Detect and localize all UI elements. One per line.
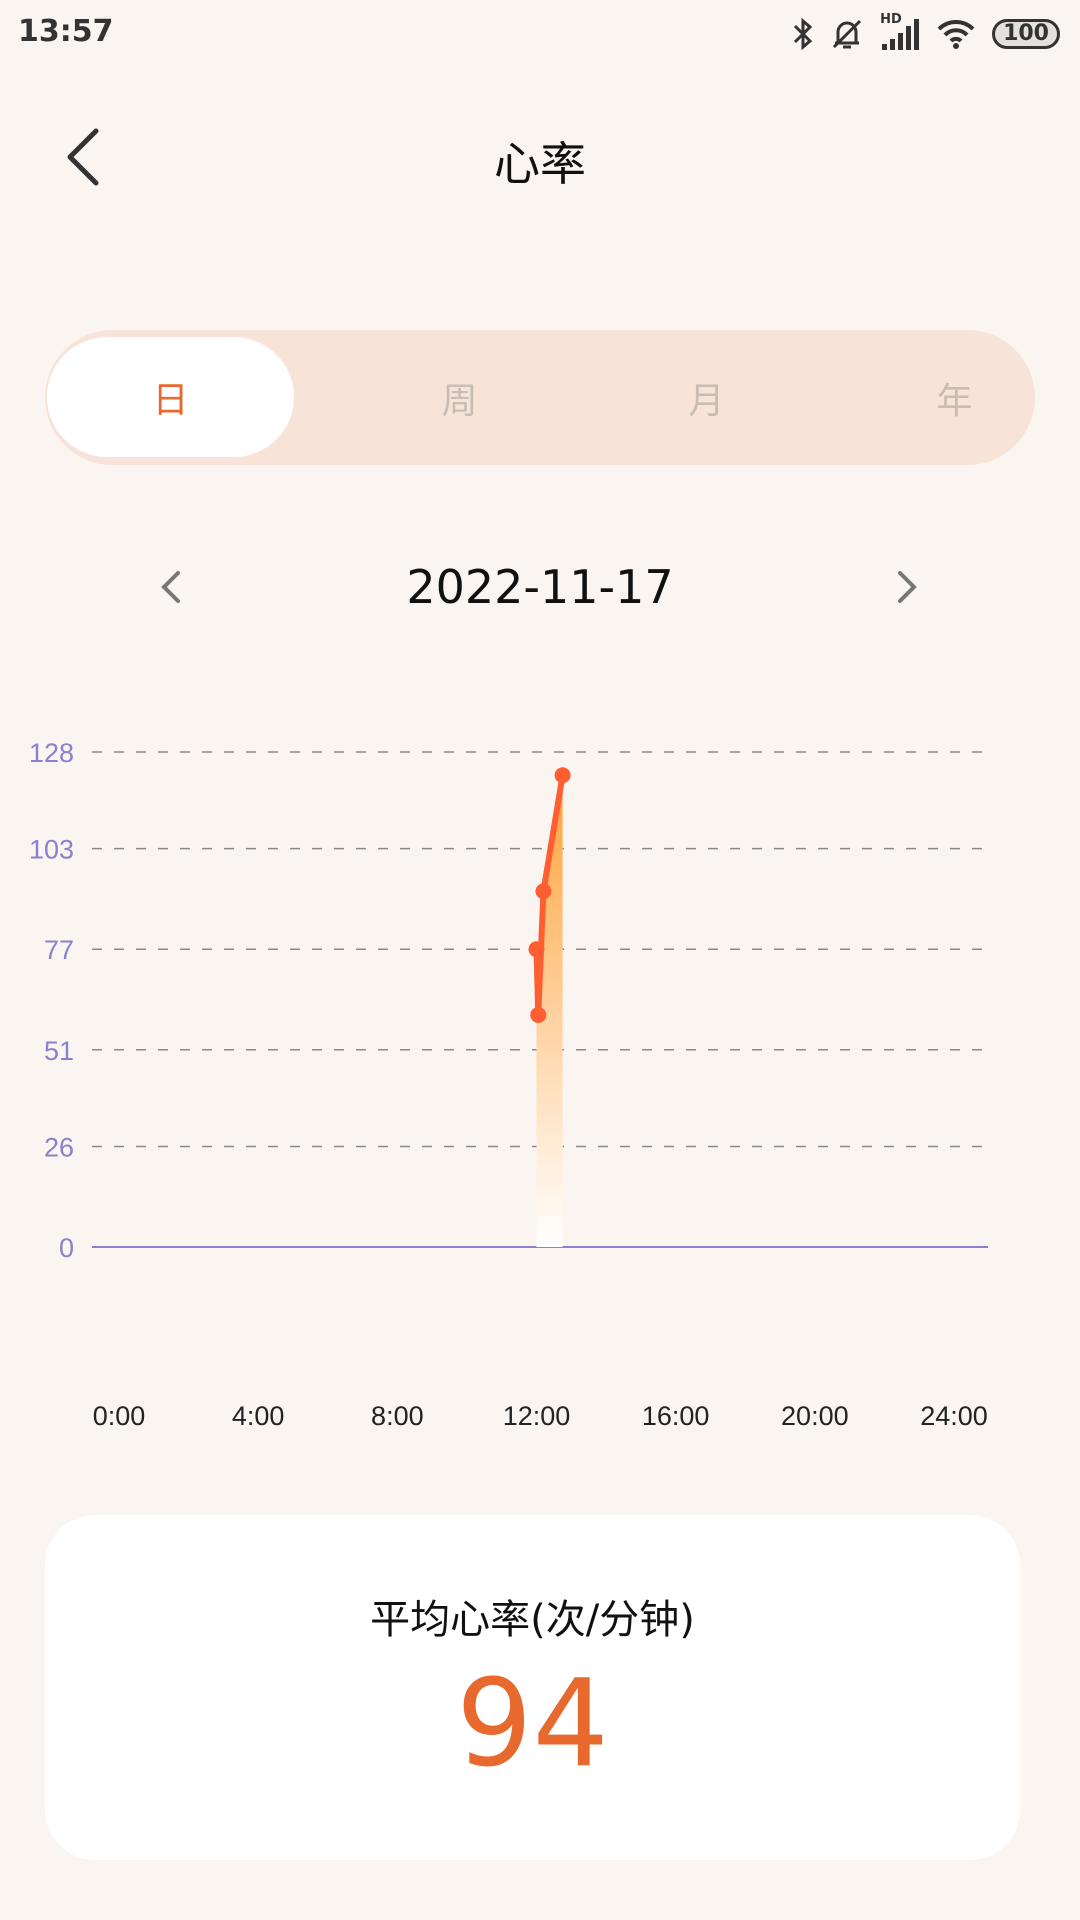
bluetooth-icon bbox=[794, 17, 813, 51]
tab-year[interactable]: 年 bbox=[936, 380, 973, 422]
page-title: 心率 bbox=[494, 137, 586, 191]
y-tick-label: 26 bbox=[44, 1132, 74, 1162]
average-heart-rate-label: 平均心率(次/分钟) bbox=[370, 1597, 695, 1643]
data-point bbox=[528, 941, 545, 958]
signal-icon: HD bbox=[880, 12, 920, 52]
x-tick-label: 0:00 bbox=[93, 1401, 146, 1431]
x-tick-label: 8:00 bbox=[371, 1401, 424, 1431]
y-tick-label: 103 bbox=[29, 835, 74, 865]
wifi-icon bbox=[937, 19, 975, 49]
previous-date-button[interactable] bbox=[152, 565, 192, 609]
network-type: HD bbox=[880, 12, 902, 27]
period-tabs: 日 周 月 年 bbox=[45, 330, 1035, 465]
next-date-button[interactable] bbox=[886, 565, 926, 609]
data-point bbox=[535, 883, 552, 900]
battery-indicator: 100 bbox=[992, 19, 1060, 49]
x-tick-label: 4:00 bbox=[232, 1401, 285, 1431]
area-fill bbox=[536, 775, 563, 1247]
current-date: 2022-11-17 bbox=[406, 560, 674, 614]
x-tick-label: 24:00 bbox=[920, 1401, 988, 1431]
status-time: 13:57 bbox=[18, 14, 114, 49]
data-point bbox=[530, 1006, 547, 1023]
status-icons: HD 100 bbox=[792, 12, 1060, 54]
x-tick-label: 20:00 bbox=[781, 1401, 849, 1431]
y-tick-label: 51 bbox=[44, 1036, 74, 1066]
average-heart-rate-value: 94 bbox=[456, 1655, 609, 1794]
back-button[interactable] bbox=[60, 125, 110, 189]
tab-month[interactable]: 月 bbox=[688, 380, 725, 422]
bell-muted-icon bbox=[833, 19, 862, 49]
heart-rate-chart: 0 26 51 77 103 128 0:00 4:00 8:00 12:00 16:00 20:00… bbox=[29, 738, 988, 1431]
data-point bbox=[554, 767, 571, 784]
x-tick-label: 16:00 bbox=[642, 1401, 710, 1431]
y-tick-label: 77 bbox=[44, 935, 74, 965]
x-tick-label: 12:00 bbox=[503, 1401, 571, 1431]
y-tick-label: 0 bbox=[59, 1233, 74, 1263]
y-tick-label: 128 bbox=[29, 738, 74, 768]
tab-week[interactable]: 周 bbox=[441, 380, 478, 422]
average-heart-rate-card: 平均心率(次/分钟) 94 bbox=[45, 1515, 1020, 1860]
tab-day[interactable]: 日 bbox=[47, 337, 294, 457]
